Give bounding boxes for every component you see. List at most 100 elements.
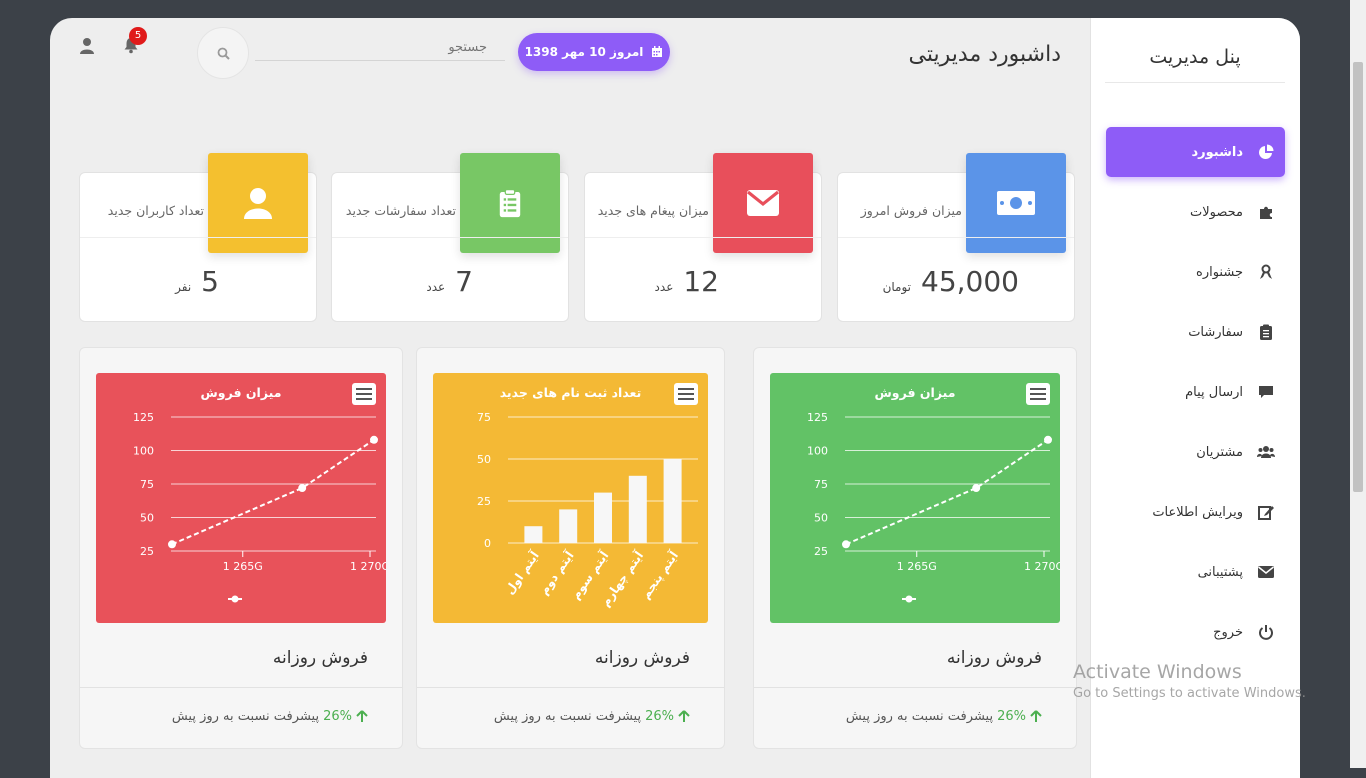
series-line (845, 438, 1049, 546)
stat-value: 5 نفر (175, 265, 219, 298)
notification-badge: 5 (129, 27, 147, 45)
sidebar-item-label: سفارشات (1188, 324, 1243, 340)
windows-watermark-title: Activate Windows (1073, 661, 1242, 683)
stat-card: میزان فروش امروز 45,000 تومان (837, 153, 1075, 322)
sidebar-item-8[interactable]: پشتیبانی (1106, 547, 1285, 597)
edit-icon (1257, 503, 1275, 521)
card-divider (417, 687, 724, 688)
progress-note: پیشرفت نسبت به روز پیش (845, 709, 994, 724)
y-tick-label: 75 (140, 478, 154, 491)
stat-number: 12 (683, 265, 719, 298)
stat-unit: نفر (175, 280, 192, 294)
envelope-icon (1257, 563, 1275, 581)
data-point (370, 435, 378, 444)
sidebar-item-9[interactable]: خروج (1106, 607, 1285, 657)
sidebar-item-label: خروج (1213, 624, 1243, 640)
chart-svg: 125 100 75 50 25 1 265G 1 270G (807, 411, 1060, 603)
series-line (171, 438, 375, 546)
y-tick-label: 25 (140, 545, 154, 558)
puzzle-icon (1257, 203, 1275, 221)
legend-marker (905, 595, 913, 603)
user-icon (208, 153, 308, 253)
comment-icon (1257, 383, 1275, 401)
stat-unit: عدد (654, 280, 674, 294)
card-title: فروش روزانه (946, 648, 1042, 668)
brand-title: پنل مدیریت (1105, 42, 1285, 83)
sidebar-item-7[interactable]: ویرایش اطلاعات (1106, 487, 1285, 537)
stat-number: 5 (201, 265, 219, 298)
arrow-up-icon (356, 710, 368, 722)
stat-divider (80, 237, 316, 238)
y-tick-label: 75 (814, 478, 828, 491)
pie-chart-icon (1257, 143, 1275, 161)
chart-panel: 75 50 25 0 آیتم اول آیتم دوم آیتم سوم آیتم چهار… (433, 373, 708, 623)
app-window: پنل مدیریت داشبورد محصولات جشنواره سفارشات ا… (50, 18, 1300, 778)
chart-title: میزان فروش (200, 385, 282, 400)
data-point (298, 484, 307, 493)
stat-unit: عدد (426, 280, 446, 294)
chart-menu-button[interactable] (1026, 383, 1050, 405)
stat-divider (332, 237, 568, 238)
card-divider (80, 687, 402, 688)
progress-note: پیشرفت نسبت به روز پیش (493, 709, 642, 724)
page-scrollbar[interactable] (1350, 0, 1366, 768)
sidebar-item-label: مشتریان (1196, 444, 1243, 460)
search-input[interactable] (255, 34, 489, 60)
y-tick-label: 75 (477, 411, 491, 424)
sidebar-item-5[interactable]: ارسال پیام (1106, 367, 1285, 417)
progress-percent: 26% (323, 709, 352, 724)
stat-card: میزان پیغام های جدید 12 عدد (584, 153, 822, 322)
sidebar-item-1[interactable]: داشبورد (1106, 127, 1285, 177)
data-point (972, 484, 981, 493)
sidebar: پنل مدیریت داشبورد محصولات جشنواره سفارشات ا… (1090, 18, 1300, 778)
clipboard-icon (1257, 323, 1275, 341)
date-text: امروز 10 مهر 1398 (524, 45, 644, 59)
y-tick-label: 125 (807, 411, 828, 424)
scrollbar-thumb[interactable] (1353, 62, 1363, 492)
ribbon-icon (1257, 263, 1275, 281)
data-point (168, 540, 176, 549)
chart-panel: 125 100 75 50 25 1 265G 1 270G میزان فروش (770, 373, 1060, 623)
data-point (1044, 435, 1052, 444)
bar (559, 509, 578, 543)
search-button[interactable] (197, 27, 249, 79)
sidebar-item-6[interactable]: مشتریان (1106, 427, 1285, 477)
progress-percent: 26% (645, 709, 674, 724)
stat-title: میزان فروش امروز (860, 203, 962, 218)
chart-menu-button[interactable] (674, 383, 698, 405)
y-tick-label: 50 (814, 512, 828, 525)
y-tick-label: 100 (133, 445, 154, 458)
windows-watermark-subtitle: Go to Settings to activate Windows. (1073, 686, 1306, 701)
sidebar-item-label: ارسال پیام (1185, 384, 1243, 400)
stat-unit: تومان (882, 280, 912, 294)
chart-menu-button[interactable] (352, 383, 376, 405)
arrow-up-icon (678, 710, 690, 722)
sidebar-item-3[interactable]: جشنواره (1106, 247, 1285, 297)
bar (524, 526, 543, 543)
sidebar-item-label: ویرایش اطلاعات (1152, 504, 1243, 520)
stat-value: 7 عدد (426, 265, 473, 298)
y-tick-label: 125 (133, 411, 154, 424)
card-divider (754, 687, 1076, 688)
arrow-up-icon (1030, 710, 1042, 722)
stat-title: میزان پیغام های جدید (597, 203, 709, 218)
legend-marker (231, 595, 239, 603)
bar (594, 492, 612, 543)
page-title: داشبورد مدیریتی (908, 42, 1061, 67)
card-footer: 26% پیشرفت نسبت به روز پیش (494, 709, 690, 724)
chart-title: تعداد ثبت نام های جدید (499, 385, 642, 400)
card-footer: 26% پیشرفت نسبت به روز پیش (846, 709, 1042, 724)
sidebar-item-label: پشتیبانی (1197, 564, 1243, 580)
date-badge[interactable]: امروز 10 مهر 1398 (518, 33, 670, 71)
sidebar-item-label: داشبورد (1191, 144, 1243, 160)
clipboard-icon (460, 153, 560, 253)
y-tick-label: 25 (477, 495, 491, 508)
sidebar-item-2[interactable]: محصولات (1106, 187, 1285, 237)
y-tick-label: 25 (814, 545, 828, 558)
users-icon (1257, 443, 1275, 461)
user-icon[interactable] (79, 37, 95, 55)
y-tick-label: 50 (140, 512, 154, 525)
y-tick-label: 50 (477, 453, 491, 466)
stat-number: 45,000 (921, 265, 1019, 298)
sidebar-item-4[interactable]: سفارشات (1106, 307, 1285, 357)
